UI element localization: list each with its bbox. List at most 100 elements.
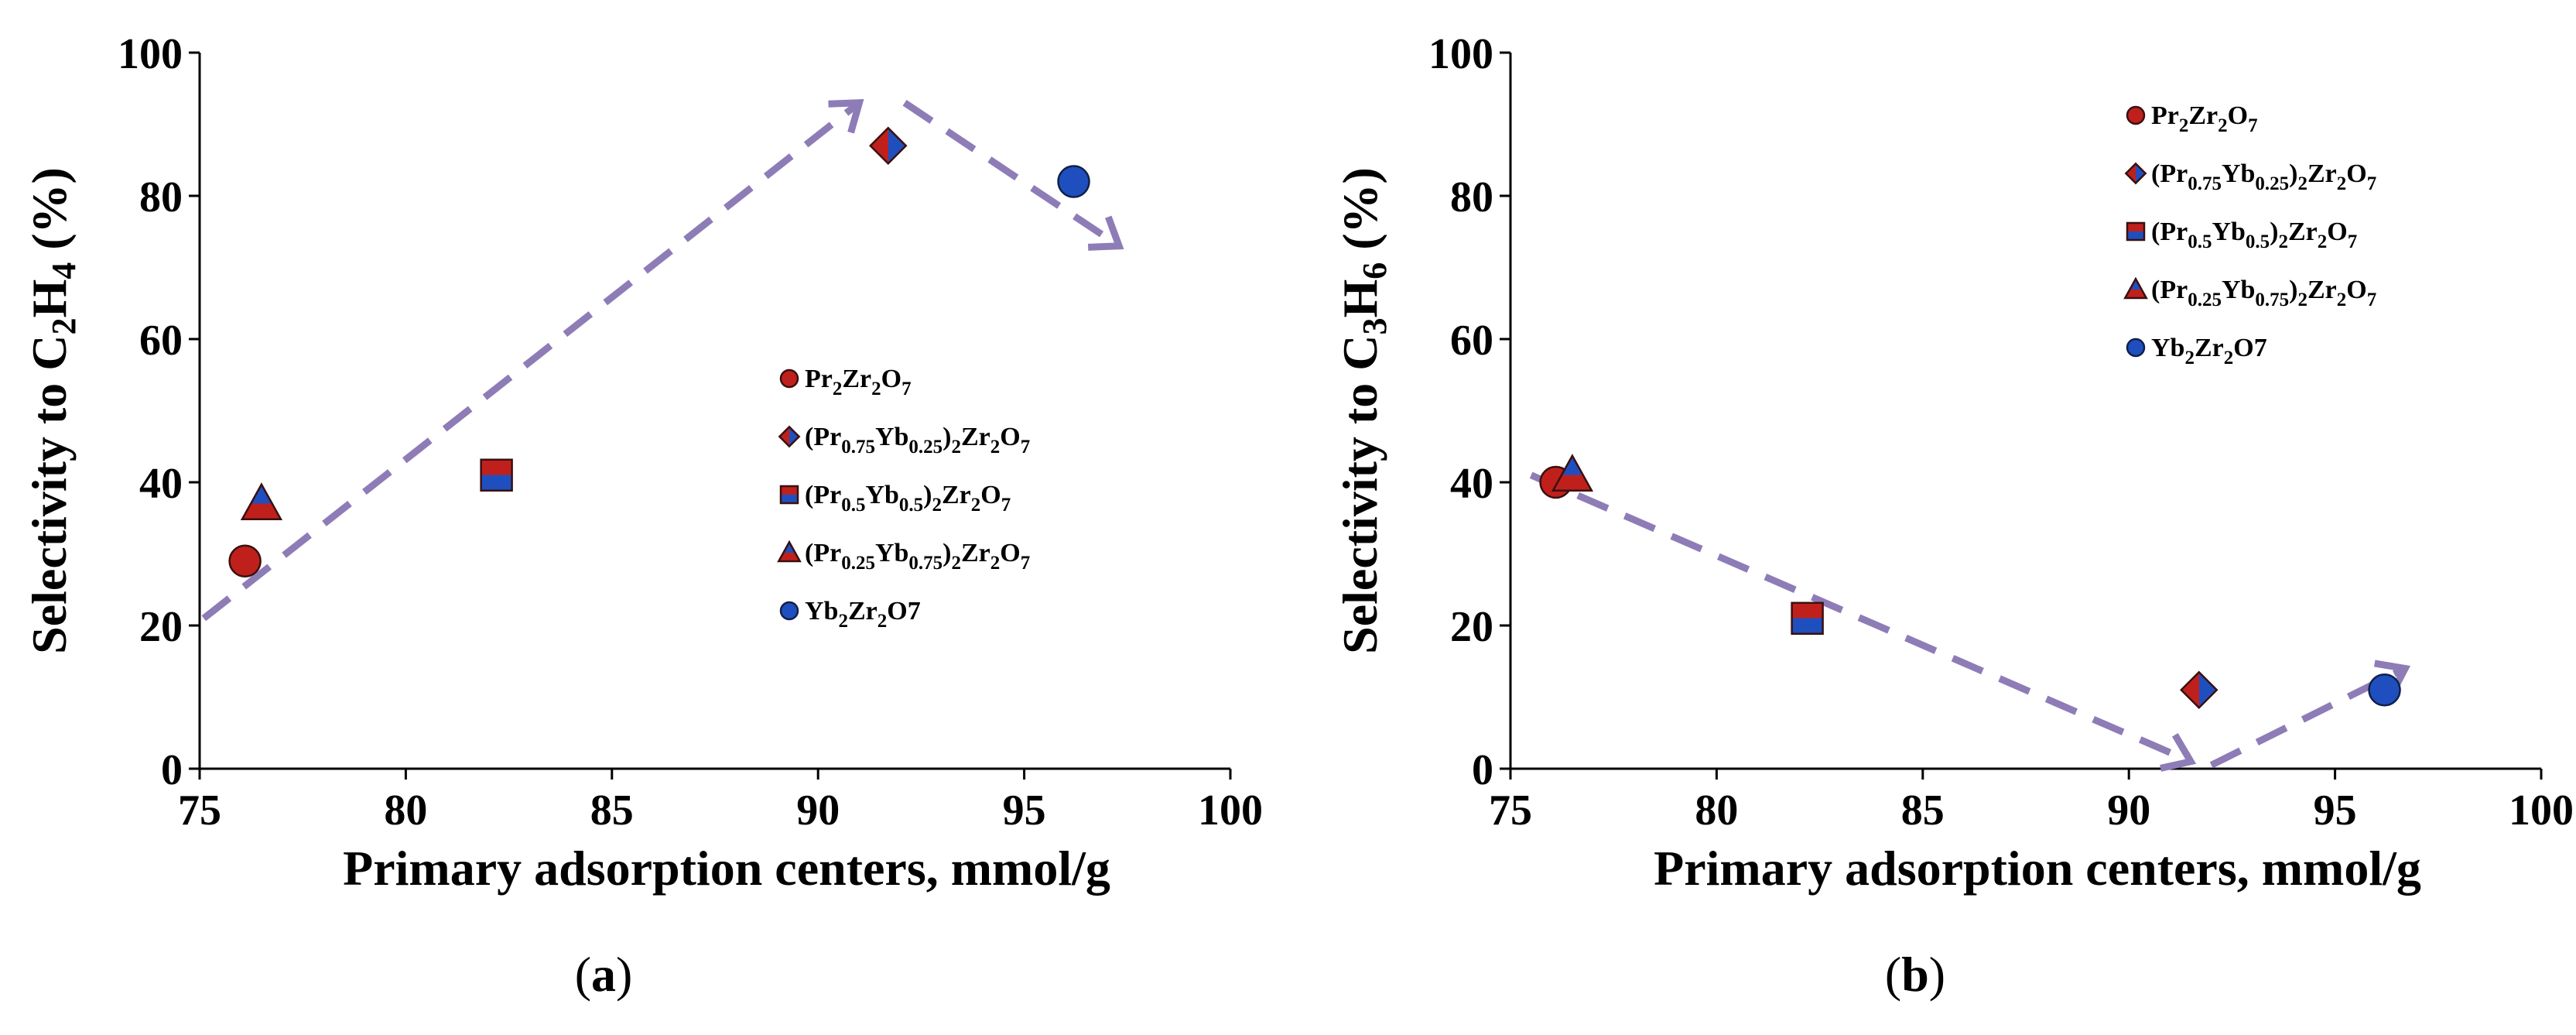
- text-run: Zr: [842, 365, 871, 393]
- y-axis-label-subscript: 3: [1356, 318, 1394, 335]
- text-run: Yb: [865, 481, 898, 509]
- subscript: 7: [2367, 290, 2377, 310]
- data-point: [240, 482, 283, 520]
- y-axis-label: Selectivity to C2H4 (%): [22, 167, 83, 654]
- subscript: 0.75: [2255, 290, 2289, 310]
- x-tick-label: 75: [1489, 787, 1532, 835]
- subscript: 2: [2297, 290, 2307, 310]
- subscript: 0.25: [908, 437, 942, 458]
- subscript: 2: [2184, 348, 2195, 368]
- legend-marker: [2123, 276, 2148, 300]
- caption-run: (: [1885, 947, 1901, 1002]
- y-tick-label: 100: [118, 30, 183, 78]
- legend-marker: [777, 540, 802, 563]
- x-tick-label: 85: [590, 787, 634, 835]
- subscript: 0.25: [2255, 173, 2289, 194]
- subscript: 7: [1001, 495, 1011, 516]
- text-run: Zr: [2307, 276, 2337, 304]
- text-run: Pr: [805, 365, 833, 393]
- text-run: O: [881, 365, 901, 393]
- text-run: Yb: [875, 539, 908, 567]
- text-run: Yb: [2222, 276, 2255, 304]
- legend-marker: [2126, 221, 2146, 242]
- subscript: 2: [2224, 348, 2234, 368]
- x-tick-label: 95: [1003, 787, 1046, 835]
- x-axis-label: Primary adsorption centers, mmol/g: [1654, 841, 2421, 896]
- text-run: O: [2228, 101, 2248, 130]
- y-tick-label: 80: [1450, 173, 1493, 221]
- subscript: 0.75: [2188, 173, 2222, 194]
- data-point: [228, 544, 262, 577]
- subscript: 7: [2248, 115, 2258, 136]
- subscript: 2: [971, 495, 981, 516]
- text-run: Zr: [942, 481, 971, 509]
- chart-panel-b: 0 20 40 60 80 100 75 80 85 90 95 100 Primary adsorpt…: [1332, 30, 2574, 1002]
- caption-run: ): [616, 947, 632, 1002]
- legend-marker: [779, 368, 799, 389]
- text-run: ): [942, 423, 951, 451]
- legend-marker: [778, 425, 801, 448]
- caption-run: (: [575, 947, 591, 1002]
- text-run: O: [2346, 276, 2366, 304]
- y-axis-label-run: (%): [22, 167, 77, 262]
- legend-label: Pr2Zr2O7: [805, 365, 912, 399]
- legend-label: (Pr0.75Yb0.25)2Zr2O7: [805, 423, 1030, 458]
- text-run: ): [942, 539, 951, 567]
- text-run: O7: [887, 597, 920, 625]
- subscript: 2: [932, 495, 942, 516]
- legend-label: Yb2Zr2O7: [805, 597, 921, 632]
- data-point: [480, 458, 513, 492]
- x-tick-label: 90: [2107, 787, 2150, 835]
- trend-arrow-head: [1087, 215, 1124, 251]
- y-tick-label: 80: [139, 173, 183, 221]
- subscript: 2: [2179, 115, 2189, 136]
- legend-label: (Pr0.5Yb0.5)2Zr2O7: [805, 481, 1011, 516]
- text-run: Zr: [961, 423, 990, 451]
- data-point: [2368, 673, 2401, 707]
- legend-marker: [2126, 338, 2146, 358]
- y-axis-label: Selectivity to C3H6 (%): [1332, 167, 1394, 654]
- subscript: 0.5: [2246, 231, 2270, 252]
- trend-arrow-head: [828, 99, 864, 134]
- subscript: 0.5: [2188, 231, 2212, 252]
- subscript: 2: [2278, 231, 2288, 252]
- y-tick-label: 60: [139, 317, 183, 365]
- text-run: (Pr: [2151, 159, 2188, 188]
- subscript: 2: [871, 379, 881, 399]
- text-run: Zr: [2195, 334, 2224, 362]
- legend-marker: [779, 601, 799, 621]
- text-run: (Pr: [805, 539, 841, 567]
- subscript: 2: [833, 379, 843, 399]
- subscript: 2: [990, 437, 1001, 458]
- x-tick-label: 75: [178, 787, 221, 835]
- subscript: 0.5: [899, 495, 923, 516]
- subscript: 2: [877, 611, 888, 632]
- legend-label: (Pr0.25Yb0.75)2Zr2O7: [805, 539, 1030, 574]
- x-tick-label: 100: [2509, 787, 2574, 835]
- subscript: 2: [990, 553, 1001, 574]
- x-tick-label: 80: [1695, 787, 1738, 835]
- y-axis-label-run: H: [22, 279, 77, 318]
- trend-arrow-line: [902, 100, 1121, 249]
- legend: Pr2Zr2O7(Pr0.75Yb0.25)2Zr2O7(Pr0.5Yb0.5)…: [2123, 101, 2376, 368]
- text-run: (Pr: [805, 481, 841, 509]
- subscript: 7: [901, 379, 912, 399]
- text-run: Zr: [2288, 218, 2318, 246]
- subscript: 0.75: [908, 553, 942, 574]
- subscript: 0.25: [841, 553, 875, 574]
- y-tick-label: 100: [1428, 30, 1493, 78]
- text-run: (Pr: [2151, 218, 2188, 246]
- legend-label: (Pr0.25Yb0.75)2Zr2O7: [2151, 276, 2376, 310]
- legend-label: Pr2Zr2O7: [2151, 101, 2258, 136]
- y-tick-label: 0: [161, 746, 183, 794]
- text-run: O: [2346, 159, 2366, 188]
- subscript: 7: [1021, 553, 1031, 574]
- y-tick-label: 20: [139, 603, 183, 651]
- data-point: [2180, 670, 2219, 710]
- subscript: 2: [2337, 290, 2347, 310]
- subscript: 2: [838, 611, 848, 632]
- text-run: ): [2270, 218, 2278, 246]
- text-run: (Pr: [2151, 276, 2188, 304]
- text-run: O7: [2233, 334, 2266, 362]
